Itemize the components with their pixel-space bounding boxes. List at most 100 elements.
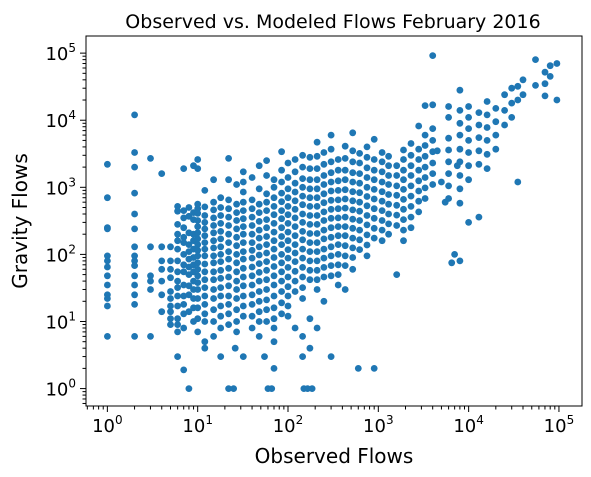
data-point <box>158 265 166 273</box>
data-point <box>291 197 299 205</box>
data-point <box>320 226 328 234</box>
data-point <box>210 286 218 293</box>
tick-base: 10 <box>45 44 68 65</box>
data-point <box>278 215 285 223</box>
data-point <box>131 301 139 308</box>
data-point <box>349 197 357 205</box>
data-point <box>341 176 349 184</box>
data-point <box>553 60 561 67</box>
data-point <box>194 229 202 237</box>
data-point <box>217 284 225 291</box>
data-point <box>239 239 247 247</box>
data-point <box>270 203 278 210</box>
data-point <box>217 353 225 360</box>
data-point <box>400 237 407 245</box>
data-point <box>385 172 392 179</box>
data-point <box>501 121 508 129</box>
data-point <box>210 276 218 284</box>
data-point <box>385 162 392 170</box>
data-point <box>349 215 357 223</box>
data-point <box>217 258 225 265</box>
data-point <box>239 248 247 256</box>
data-point <box>210 198 218 206</box>
data-point <box>210 306 218 314</box>
x-tick-label: 103 <box>363 413 394 437</box>
data-point <box>231 344 239 352</box>
data-point <box>239 198 247 206</box>
data-point <box>131 225 139 233</box>
data-point <box>255 162 263 170</box>
tick-base: 10 <box>45 178 68 199</box>
data-point <box>393 211 401 219</box>
data-point <box>327 145 335 153</box>
data-point <box>225 273 233 281</box>
data-point <box>363 241 371 249</box>
data-point <box>334 205 342 213</box>
data-point <box>363 193 371 200</box>
data-point <box>131 291 139 299</box>
data-point <box>284 292 292 300</box>
data-point <box>248 246 256 254</box>
data-point <box>217 243 225 251</box>
data-point <box>263 172 270 179</box>
data-point <box>233 259 241 267</box>
data-point <box>445 114 452 121</box>
data-point <box>341 286 349 293</box>
data-point <box>263 306 270 314</box>
data-point <box>370 156 378 163</box>
data-point <box>320 245 328 253</box>
data-point <box>445 146 452 154</box>
data-point <box>400 205 407 213</box>
data-point <box>185 204 193 211</box>
data-point <box>194 315 202 323</box>
data-point <box>407 162 415 170</box>
data-point <box>210 222 218 229</box>
data-point <box>421 152 429 160</box>
data-point <box>210 295 218 302</box>
data-point <box>334 241 342 249</box>
data-point <box>194 217 202 224</box>
data-point <box>306 221 314 228</box>
data-point <box>263 286 270 293</box>
data-point <box>299 151 306 159</box>
data-point <box>284 254 292 262</box>
data-point <box>415 187 423 195</box>
data-point <box>415 197 423 205</box>
data-point <box>270 254 278 261</box>
data-point <box>327 131 335 139</box>
data-point <box>306 239 314 247</box>
data-point <box>421 163 429 171</box>
data-point <box>248 222 256 229</box>
x-tick-label: 100 <box>92 413 123 437</box>
data-point <box>217 251 225 258</box>
data-point <box>291 188 299 196</box>
data-point <box>255 288 263 295</box>
data-point <box>320 254 328 262</box>
data-point <box>327 169 335 177</box>
data-point <box>225 155 233 162</box>
data-point <box>255 333 263 340</box>
data-point <box>131 149 139 156</box>
data-point <box>270 220 278 227</box>
data-point <box>341 252 349 260</box>
data-point <box>167 274 174 282</box>
data-point <box>217 220 225 227</box>
data-point <box>174 321 182 328</box>
data-point <box>147 243 154 251</box>
data-point <box>225 282 233 290</box>
data-point <box>370 135 378 143</box>
data-point <box>306 344 314 352</box>
data-point <box>225 239 233 247</box>
data-point <box>363 202 371 210</box>
data-point <box>239 273 247 281</box>
data-point <box>278 299 285 307</box>
data-point <box>131 333 139 340</box>
data-point <box>284 228 292 236</box>
data-point <box>475 134 483 142</box>
data-point <box>278 233 285 240</box>
data-point <box>210 268 218 276</box>
data-point <box>349 129 357 137</box>
data-point <box>291 156 299 163</box>
data-point <box>492 105 500 112</box>
data-point <box>291 232 299 240</box>
